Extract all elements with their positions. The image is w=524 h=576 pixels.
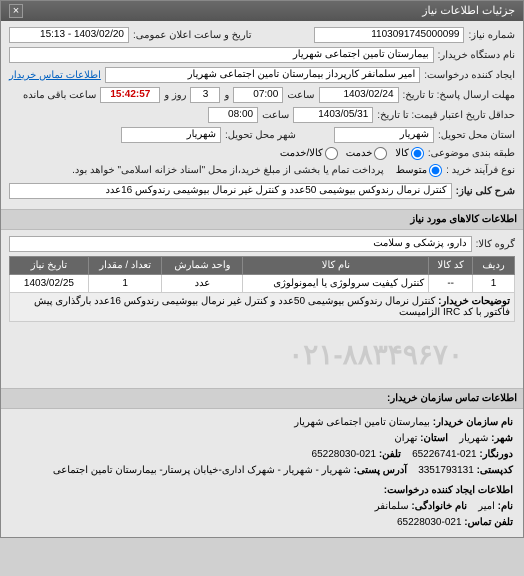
creator-label: ایجاد کننده درخواست: (424, 70, 515, 81)
announce-label: تاریخ و ساعت اعلان عمومی: (133, 30, 252, 41)
remain-suffix: ساعت باقی مانده (23, 90, 96, 101)
c-org-label: نام سازمان خریدار: (433, 417, 513, 428)
delivery-state: شهریار (334, 127, 434, 143)
th-name: نام کالا (243, 257, 429, 275)
remain-timer: 15:42:57 (100, 87, 160, 103)
table-note-row: توضیحات خریدار: کنترل نرمال رندوکس بیوشی… (10, 293, 515, 322)
delivery-city-label: شهر محل تحویل: (225, 130, 296, 141)
contact-section-title: اطلاعات تماس سازمان خریدار: (1, 388, 523, 409)
c-name: امیر (478, 501, 495, 512)
class-radios: کالا خدمت کالا/خدمت (280, 147, 424, 160)
c-fax-label: دورنگار: (479, 449, 513, 460)
goods-table: ردیف کد کالا نام کالا واحد شمارش تعداد /… (9, 256, 515, 322)
remain-days-label: روز و (164, 90, 186, 101)
validity-time: 08:00 (208, 107, 258, 123)
c-address-label: آدرس پستی: (354, 465, 407, 476)
desc-field: کنترل نرمال رندوکس بیوشیمی 50عدد و کنترل… (9, 183, 452, 199)
cell-qty: 1 (88, 275, 162, 293)
c-name-label: نام: (498, 501, 513, 512)
deadline-time: 07:00 (233, 87, 283, 103)
contact-link[interactable]: اطلاعات تماس خریدار (9, 70, 101, 81)
c-city: شهریار (459, 433, 488, 444)
note-label: توضیحات خریدار: (438, 296, 510, 307)
watermark-area: ۰۲۱-۸۸۳۴۹۶۷۰ (1, 328, 523, 388)
contact-area: نام سازمان خریدار: بیمارستان تامین اجتما… (1, 409, 523, 537)
deadline-time-label: ساعت (287, 90, 314, 101)
c-postcode-label: کدپستی: (477, 465, 513, 476)
remain-and: و (224, 90, 229, 101)
close-icon[interactable]: × (9, 4, 23, 18)
cell-name: کنترل کیفیت سرولوژی یا ایمونولوژی (243, 275, 429, 293)
radio-service-label: خدمت (346, 148, 373, 159)
c-city-label: شهر: (491, 433, 513, 444)
radio-both-label: کالا/خدمت (280, 148, 323, 159)
deadline-date: 1403/02/24 (319, 87, 399, 103)
cell-idx: 1 (473, 275, 515, 293)
radio-medium-input[interactable] (429, 164, 442, 177)
c-postcode: 3351793131 (418, 465, 474, 476)
radio-goods-input[interactable] (411, 147, 424, 160)
buyer-org-field: بیمارستان تامین اجتماعی شهریار (9, 47, 434, 63)
radio-medium-label: متوسط (396, 165, 427, 176)
radio-both-input[interactable] (325, 147, 338, 160)
goods-area: گروه کالا: دارو، پزشکی و سلامت ردیف کد ک… (1, 230, 523, 328)
th-unit: واحد شمارش (162, 257, 243, 275)
watermark-text: ۰۲۱-۸۸۳۴۹۶۷۰ (288, 338, 463, 371)
c-phone-label: تلفن: (379, 449, 401, 460)
request-no-label: شماره نیاز: (468, 30, 515, 41)
announce-field: 1403/02/20 - 15:13 (9, 27, 129, 43)
radio-service[interactable]: خدمت (346, 147, 388, 160)
table-note-cell: توضیحات خریدار: کنترل نرمال رندوکس بیوشی… (10, 293, 515, 322)
goods-group-label: گروه کالا: (476, 239, 515, 250)
c-family-label: نام خانوادگی: (411, 501, 467, 512)
remain-days: 3 (190, 87, 220, 103)
radio-medium[interactable]: متوسط (396, 164, 442, 177)
c-state: تهران (394, 433, 417, 444)
process-label: نوع فرآیند خرید : (446, 165, 515, 176)
class-label: طبقه بندی موضوعی: (428, 148, 515, 159)
buyer-org-label: نام دستگاه خریدار: (438, 50, 515, 61)
c-address: شهریار - شهریار - شهرک اداری-خیابان پرست… (53, 465, 351, 476)
c-phone: 021-65228030 (312, 449, 377, 460)
cell-unit: عدد (162, 275, 243, 293)
delivery-state-label: استان محل تحویل: (438, 130, 515, 141)
th-qty: تعداد / مقدار (88, 257, 162, 275)
details-window: جزئیات اطلاعات نیاز × شماره نیاز: 110309… (0, 0, 524, 538)
validity-label: حداقل تاریخ اعتبار قیمت: تا تاریخ: (377, 110, 515, 121)
creator-field: امیر سلمانفر کارپرداز بیمارستان تامین اج… (105, 67, 420, 83)
th-idx: ردیف (473, 257, 515, 275)
request-no-field: 1103091745000099 (314, 27, 464, 43)
c-family: سلمانفر (375, 501, 409, 512)
radio-service-input[interactable] (374, 147, 387, 160)
radio-goods-label: کالا (395, 148, 409, 159)
c-org: بیمارستان تامین اجتماعی شهریار (294, 417, 430, 428)
desc-label: شرح کلی نیاز: (456, 186, 515, 197)
window-title: جزئیات اطلاعات نیاز (422, 4, 515, 18)
creator-section: اطلاعات ایجاد کننده درخواست: (11, 483, 513, 499)
cell-code: -- (429, 275, 473, 293)
titlebar: جزئیات اطلاعات نیاز × (1, 1, 523, 21)
th-date: تاریخ نیاز (10, 257, 89, 275)
goods-section-title: اطلاعات کالاهای مورد نیاز (1, 209, 523, 230)
delivery-city: شهریار (121, 127, 221, 143)
deadline-label: مهلت ارسال پاسخ: تا تاریخ: (403, 90, 515, 101)
goods-group-field: دارو، پزشکی و سلامت (9, 236, 472, 252)
cell-date: 1403/02/25 (10, 275, 89, 293)
table-header-row: ردیف کد کالا نام کالا واحد شمارش تعداد /… (10, 257, 515, 275)
c-fax: 021-65226741 (412, 449, 477, 460)
process-radios: متوسط (396, 164, 442, 177)
validity-time-label: ساعت (262, 110, 289, 121)
th-code: کد کالا (429, 257, 473, 275)
validity-date: 1403/05/31 (293, 107, 373, 123)
table-row[interactable]: 1 -- کنترل کیفیت سرولوژی یا ایمونولوژی ع… (10, 275, 515, 293)
c-cphone: 021-65228030 (397, 517, 462, 528)
radio-both[interactable]: کالا/خدمت (280, 147, 338, 160)
process-note: پرداخت تمام یا بخشی از مبلغ خرید،از محل … (72, 165, 384, 176)
radio-goods[interactable]: کالا (395, 147, 424, 160)
c-cphone-label: تلفن تماس: (464, 517, 513, 528)
c-state-label: استان: (420, 433, 448, 444)
form-area: شماره نیاز: 1103091745000099 تاریخ و ساع… (1, 21, 523, 209)
